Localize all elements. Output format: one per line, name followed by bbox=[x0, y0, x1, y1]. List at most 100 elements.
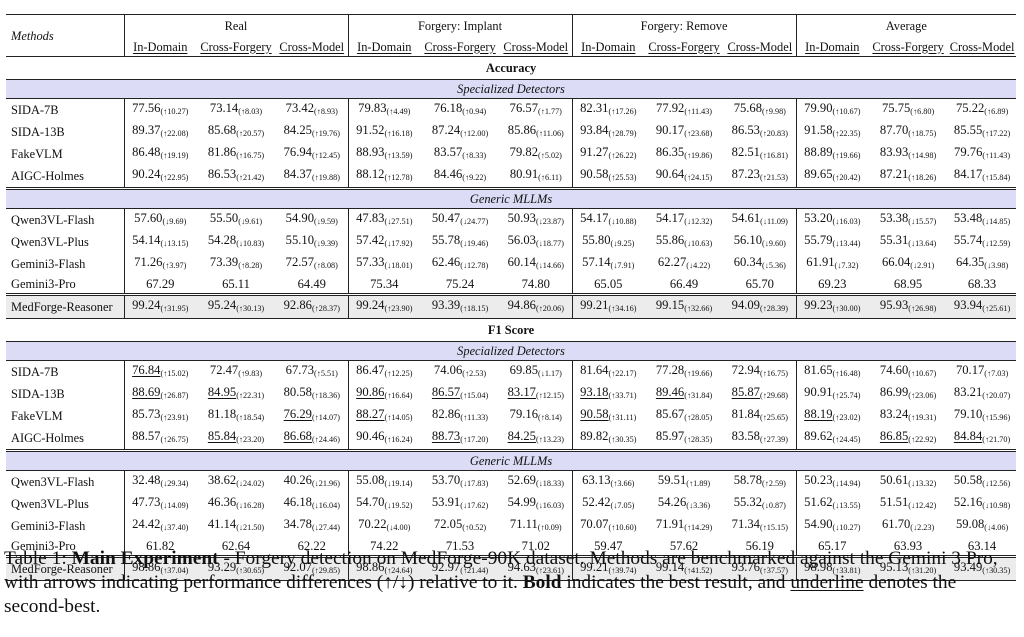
value-cell: 86.47(↑12.25) bbox=[347, 360, 421, 383]
cell-delta: (↑5.02) bbox=[538, 151, 562, 160]
value-cell: 99.24(↑23.90) bbox=[347, 293, 421, 319]
cell-value: 67.73 bbox=[285, 363, 314, 377]
value-cell: 54.99(↓16.03) bbox=[500, 493, 572, 515]
value-cell: 55.31(↓13.64) bbox=[868, 231, 948, 253]
cell-value: 32.48 bbox=[132, 473, 161, 487]
cell-delta: (↑31.95) bbox=[160, 304, 189, 313]
value-cell: 99.14(↑41.52) bbox=[644, 555, 725, 581]
method-name: FakeVLM bbox=[11, 147, 63, 161]
cell-value: 86.53 bbox=[731, 123, 760, 137]
cell-value: 47.73 bbox=[132, 495, 161, 509]
cell-delta: (↑21.42) bbox=[236, 173, 265, 182]
value-cell: 71.34(↑15.15) bbox=[724, 515, 796, 537]
value-cell: 85.97(↑28.35) bbox=[644, 427, 724, 451]
cell-value: 56.10 bbox=[733, 233, 763, 247]
method-name: AIGC-Holmes bbox=[11, 169, 84, 183]
cell-value: 99.23 bbox=[804, 298, 833, 312]
subcol-header: In-Domain bbox=[795, 37, 869, 57]
value-cell: 88.12(↑12.78) bbox=[347, 165, 421, 189]
table-caption: Table 1: Main Experiment - Forgery detec… bbox=[4, 547, 1018, 619]
cell-value: 50.47 bbox=[431, 211, 461, 225]
cell-value: 85.67 bbox=[655, 407, 685, 421]
cell-value: 72.57 bbox=[285, 255, 314, 269]
method-name: SIDA-7B bbox=[11, 365, 59, 379]
value-cell: 87.23(↑21.53) bbox=[724, 165, 796, 189]
value-cell: 77.28(↑19.66) bbox=[644, 361, 724, 384]
cell-value: 51.51 bbox=[879, 495, 909, 509]
cell-value: 55.78 bbox=[431, 233, 461, 247]
cell-delta: (↑9.83) bbox=[238, 369, 263, 378]
value-cell: 99.24(↑31.95) bbox=[123, 293, 196, 319]
cell-delta: (↑26.22) bbox=[608, 151, 637, 160]
value-cell: 47.73(↓14.09) bbox=[123, 493, 196, 515]
value-cell: 85.68(↑20.57) bbox=[196, 121, 276, 143]
value-cell: 76.84(↑15.02) bbox=[123, 360, 196, 383]
cell-delta: (↓14.94) bbox=[832, 479, 861, 488]
cell-delta: (↑19.31) bbox=[908, 413, 937, 422]
value-cell: 69.85(↓1.17) bbox=[500, 361, 572, 384]
cell-value: 99.24 bbox=[356, 298, 385, 312]
value-cell: 53.20(↓16.03) bbox=[795, 208, 869, 231]
value-cell: 85.87(↑29.68) bbox=[724, 383, 796, 405]
cell-delta: (↓3.98) bbox=[984, 261, 1009, 270]
value-cell: 91.52(↑16.18) bbox=[347, 121, 421, 143]
table-row: AIGC-Holmes 90.24(↑22.95) 86.53(↑21.42) 84.… bbox=[6, 165, 1016, 189]
cell-delta: (↓10.83) bbox=[236, 239, 265, 248]
cell-delta: (↓14.85) bbox=[982, 217, 1011, 226]
cell-delta: (↑28.79) bbox=[608, 129, 637, 138]
value-cell: 88.73(↑17.20) bbox=[420, 427, 500, 451]
cell-value: 41.14 bbox=[207, 517, 237, 531]
value-cell: 72.05(↑0.52) bbox=[420, 515, 500, 537]
cell-value: 81.18 bbox=[207, 407, 237, 421]
cell-delta: (↑11.43) bbox=[684, 107, 713, 116]
group-row: Specialized Detectors bbox=[6, 341, 1017, 361]
value-cell: 81.64(↑22.17) bbox=[571, 360, 645, 383]
cell-value: 61.82 bbox=[146, 539, 175, 553]
value-cell: 93.76(↑37.57) bbox=[724, 555, 797, 581]
value-cell: 84.25(↑13.23) bbox=[500, 427, 572, 451]
value-cell: 86.53(↑21.42) bbox=[196, 165, 276, 189]
value-cell: 86.99(↑23.06) bbox=[868, 383, 948, 405]
cell-value: 90.91 bbox=[804, 385, 833, 399]
cell-value: 95.93 bbox=[879, 298, 909, 312]
cell-value: 76.57 bbox=[509, 101, 539, 115]
cell-delta: (↑37.04) bbox=[160, 566, 189, 575]
value-cell: 79.90(↑10.67) bbox=[795, 98, 869, 121]
cell-delta: (↑8.14) bbox=[538, 413, 562, 422]
cell-delta: (↓10.63) bbox=[684, 239, 713, 248]
value-cell: 89.46(↑31.84) bbox=[644, 383, 724, 405]
cell-value: 75.75 bbox=[881, 101, 911, 115]
cell-value: 82.51 bbox=[731, 145, 760, 159]
cell-value: 62.64 bbox=[221, 539, 251, 553]
value-cell: 77.92(↑11.43) bbox=[644, 99, 724, 122]
cell-value: 50.58 bbox=[953, 473, 983, 487]
cell-value: 94.09 bbox=[731, 298, 760, 312]
cell-value: 95.24 bbox=[207, 298, 237, 312]
cell-value: 68.95 bbox=[893, 277, 923, 291]
cell-delta: (↓7.05) bbox=[610, 501, 635, 510]
method-name: Qwen3VL-Plus bbox=[11, 497, 89, 511]
cell-value: 75.24 bbox=[445, 277, 475, 291]
header-row-groups: Methods Real Forgery: Implant Forgery: Remo… bbox=[6, 14, 1017, 57]
value-cell: 85.84(↑23.20) bbox=[196, 427, 276, 451]
value-cell: 61.70(↓2.23) bbox=[868, 515, 948, 537]
value-cell: 53.48(↓14.85) bbox=[948, 209, 1016, 232]
cell-value: 88.57 bbox=[132, 429, 161, 443]
cell-value: 99.24 bbox=[132, 298, 161, 312]
table-row: Gemini3-Flash 24.42(↓37.40) 41.14(↓21.50) 3… bbox=[6, 515, 1016, 537]
cell-delta: (↑29.85) bbox=[311, 566, 340, 575]
cell-value: 85.97 bbox=[655, 429, 685, 443]
cell-delta: (↑20.42) bbox=[832, 173, 861, 182]
cell-value: 69.23 bbox=[818, 277, 847, 291]
cell-delta: (↓14.09) bbox=[160, 501, 189, 510]
subcol-header: Cross-Model bbox=[500, 37, 573, 57]
cell-delta: (↓27.44) bbox=[311, 523, 340, 532]
value-cell: 66.04(↓2.91) bbox=[868, 253, 948, 275]
cell-value: 83.17 bbox=[507, 385, 536, 399]
cell-delta: (↑16.24) bbox=[384, 435, 413, 444]
value-cell: 75.75(↑6.80) bbox=[868, 99, 948, 122]
value-cell: 74.60(↑10.67) bbox=[868, 361, 948, 384]
value-cell: 88.27(↑14.05) bbox=[347, 405, 421, 427]
value-cell: 98.86(↑24.64) bbox=[347, 555, 421, 581]
cell-value: 84.37 bbox=[283, 167, 312, 181]
